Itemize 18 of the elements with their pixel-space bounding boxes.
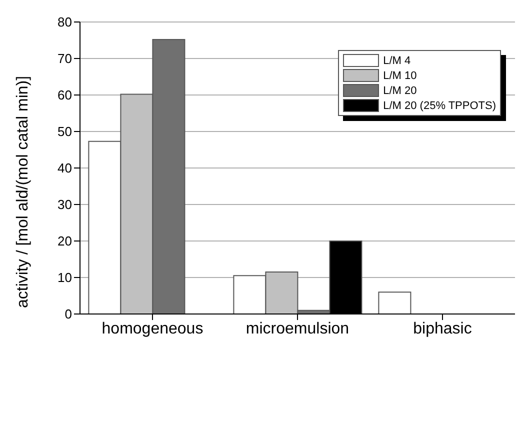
legend-label: L/M 20 (25% TPPOTS) bbox=[383, 100, 496, 112]
y-tick-label: 50 bbox=[58, 124, 72, 140]
y-tick-label: 30 bbox=[58, 197, 72, 212]
y-tick-label: 60 bbox=[58, 88, 72, 103]
y-axis-title: activity / [mol ald/(mol catal min)] bbox=[14, 76, 32, 308]
legend-label: L/M 4 bbox=[383, 54, 411, 66]
x-tick-label: biphasic bbox=[413, 320, 472, 338]
y-tick-label: 80 bbox=[58, 14, 72, 30]
legend-label: L/M 20 bbox=[383, 84, 417, 96]
bar bbox=[378, 292, 412, 314]
y-tick-label: 70 bbox=[58, 51, 72, 66]
legend-label: L/M 10 bbox=[383, 70, 417, 82]
y-tick-label: 40 bbox=[58, 160, 72, 176]
x-tick-label: microemulsion bbox=[246, 320, 350, 338]
y-tick-label: 20 bbox=[58, 234, 72, 249]
y-tick-label: 10 bbox=[58, 270, 72, 286]
x-tick-label: homogeneous bbox=[102, 320, 204, 338]
y-tick-label: 0 bbox=[64, 306, 72, 322]
